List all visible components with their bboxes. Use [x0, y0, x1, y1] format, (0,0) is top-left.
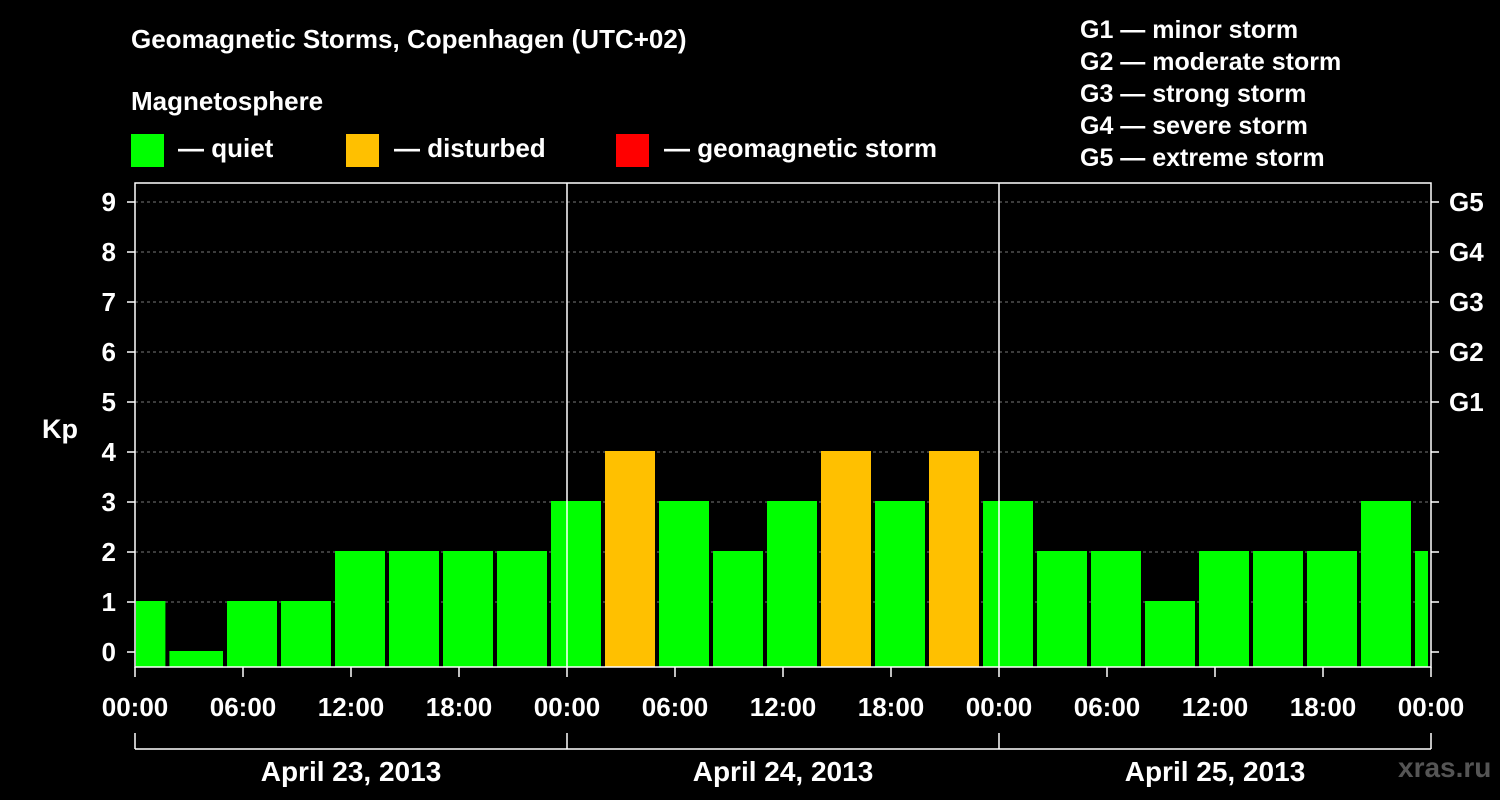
kp-bar: [1415, 551, 1428, 667]
kp-bar: [929, 451, 979, 667]
legend-swatch-disturbed: [346, 134, 379, 167]
storm-level-tick-label: G2: [1449, 337, 1484, 367]
kp-bar: [767, 501, 817, 667]
y-tick-label: 7: [102, 287, 116, 317]
kp-bar: [443, 551, 493, 667]
storm-level-g3: G3 — strong storm: [1080, 80, 1307, 108]
kp-bar: [1037, 551, 1087, 667]
day-label: April 23, 2013: [261, 756, 442, 787]
kp-bar: [497, 551, 547, 667]
kp-bar: [1361, 501, 1411, 667]
watermark: xras.ru: [1398, 752, 1492, 783]
kp-bar: [875, 501, 925, 667]
kp-bar: [1199, 551, 1249, 667]
storm-level-tick-label: G3: [1449, 287, 1484, 317]
storm-level-tick-label: G4: [1449, 237, 1484, 267]
y-tick-label: 3: [102, 487, 116, 517]
y-tick-label: 8: [102, 237, 116, 267]
chart-title: Geomagnetic Storms, Copenhagen (UTC+02): [131, 24, 687, 54]
kp-bar: [605, 451, 655, 667]
y-tick-label: 2: [102, 537, 116, 567]
x-tick-label: 06:00: [642, 692, 709, 722]
day-label: April 25, 2013: [1125, 756, 1306, 787]
x-tick-label: 12:00: [750, 692, 817, 722]
x-tick-label: 00:00: [534, 692, 601, 722]
storm-level-g5: G5 — extreme storm: [1080, 144, 1325, 172]
y-tick-label: 1: [102, 587, 116, 617]
x-tick-label: 06:00: [210, 692, 277, 722]
kp-bar: [281, 601, 331, 667]
storm-level-tick-label: G5: [1449, 187, 1484, 217]
kp-bar: [389, 551, 439, 667]
y-tick-label: 6: [102, 337, 116, 367]
kp-bar: [1307, 551, 1357, 667]
y-tick-label: 4: [102, 437, 117, 467]
x-tick-label: 00:00: [102, 692, 169, 722]
x-tick-label: 18:00: [858, 692, 925, 722]
day-label: April 24, 2013: [693, 756, 874, 787]
y-axis-label: Kp: [42, 414, 78, 444]
x-tick-label: 18:00: [1290, 692, 1357, 722]
kp-bar: [713, 551, 763, 667]
y-tick-label: 5: [102, 387, 116, 417]
legend-label-disturbed: — disturbed: [394, 133, 546, 163]
legend-swatch-storm: [616, 134, 649, 167]
kp-bar: [227, 601, 277, 667]
legend-label-storm: — geomagnetic storm: [664, 133, 938, 163]
kp-bar: [1145, 601, 1195, 667]
kp-bar: [335, 551, 385, 667]
legend-swatch-quiet: [131, 134, 164, 167]
y-tick-label: 0: [102, 637, 116, 667]
kp-bar: [136, 601, 166, 667]
kp-bar: [983, 501, 1033, 667]
x-tick-label: 06:00: [1074, 692, 1141, 722]
x-tick-label: 00:00: [966, 692, 1033, 722]
x-tick-label: 00:00: [1398, 692, 1465, 722]
x-tick-label: 12:00: [318, 692, 385, 722]
storm-level-g1: G1 — minor storm: [1080, 16, 1299, 44]
storm-level-g2: G2 — moderate storm: [1080, 48, 1342, 76]
kp-bar: [821, 451, 871, 667]
magnetosphere-label: Magnetosphere: [131, 86, 324, 116]
storm-level-tick-label: G1: [1449, 387, 1484, 417]
kp-bar: [659, 501, 709, 667]
x-tick-label: 12:00: [1182, 692, 1249, 722]
kp-bar: [1253, 551, 1303, 667]
storm-level-g4: G4 — severe storm: [1080, 112, 1308, 140]
kp-bar: [169, 651, 223, 667]
x-tick-label: 18:00: [426, 692, 493, 722]
kp-bar: [551, 501, 601, 667]
legend-label-quiet: — quiet: [178, 133, 274, 163]
kp-bar: [1091, 551, 1141, 667]
y-tick-label: 9: [102, 187, 116, 217]
